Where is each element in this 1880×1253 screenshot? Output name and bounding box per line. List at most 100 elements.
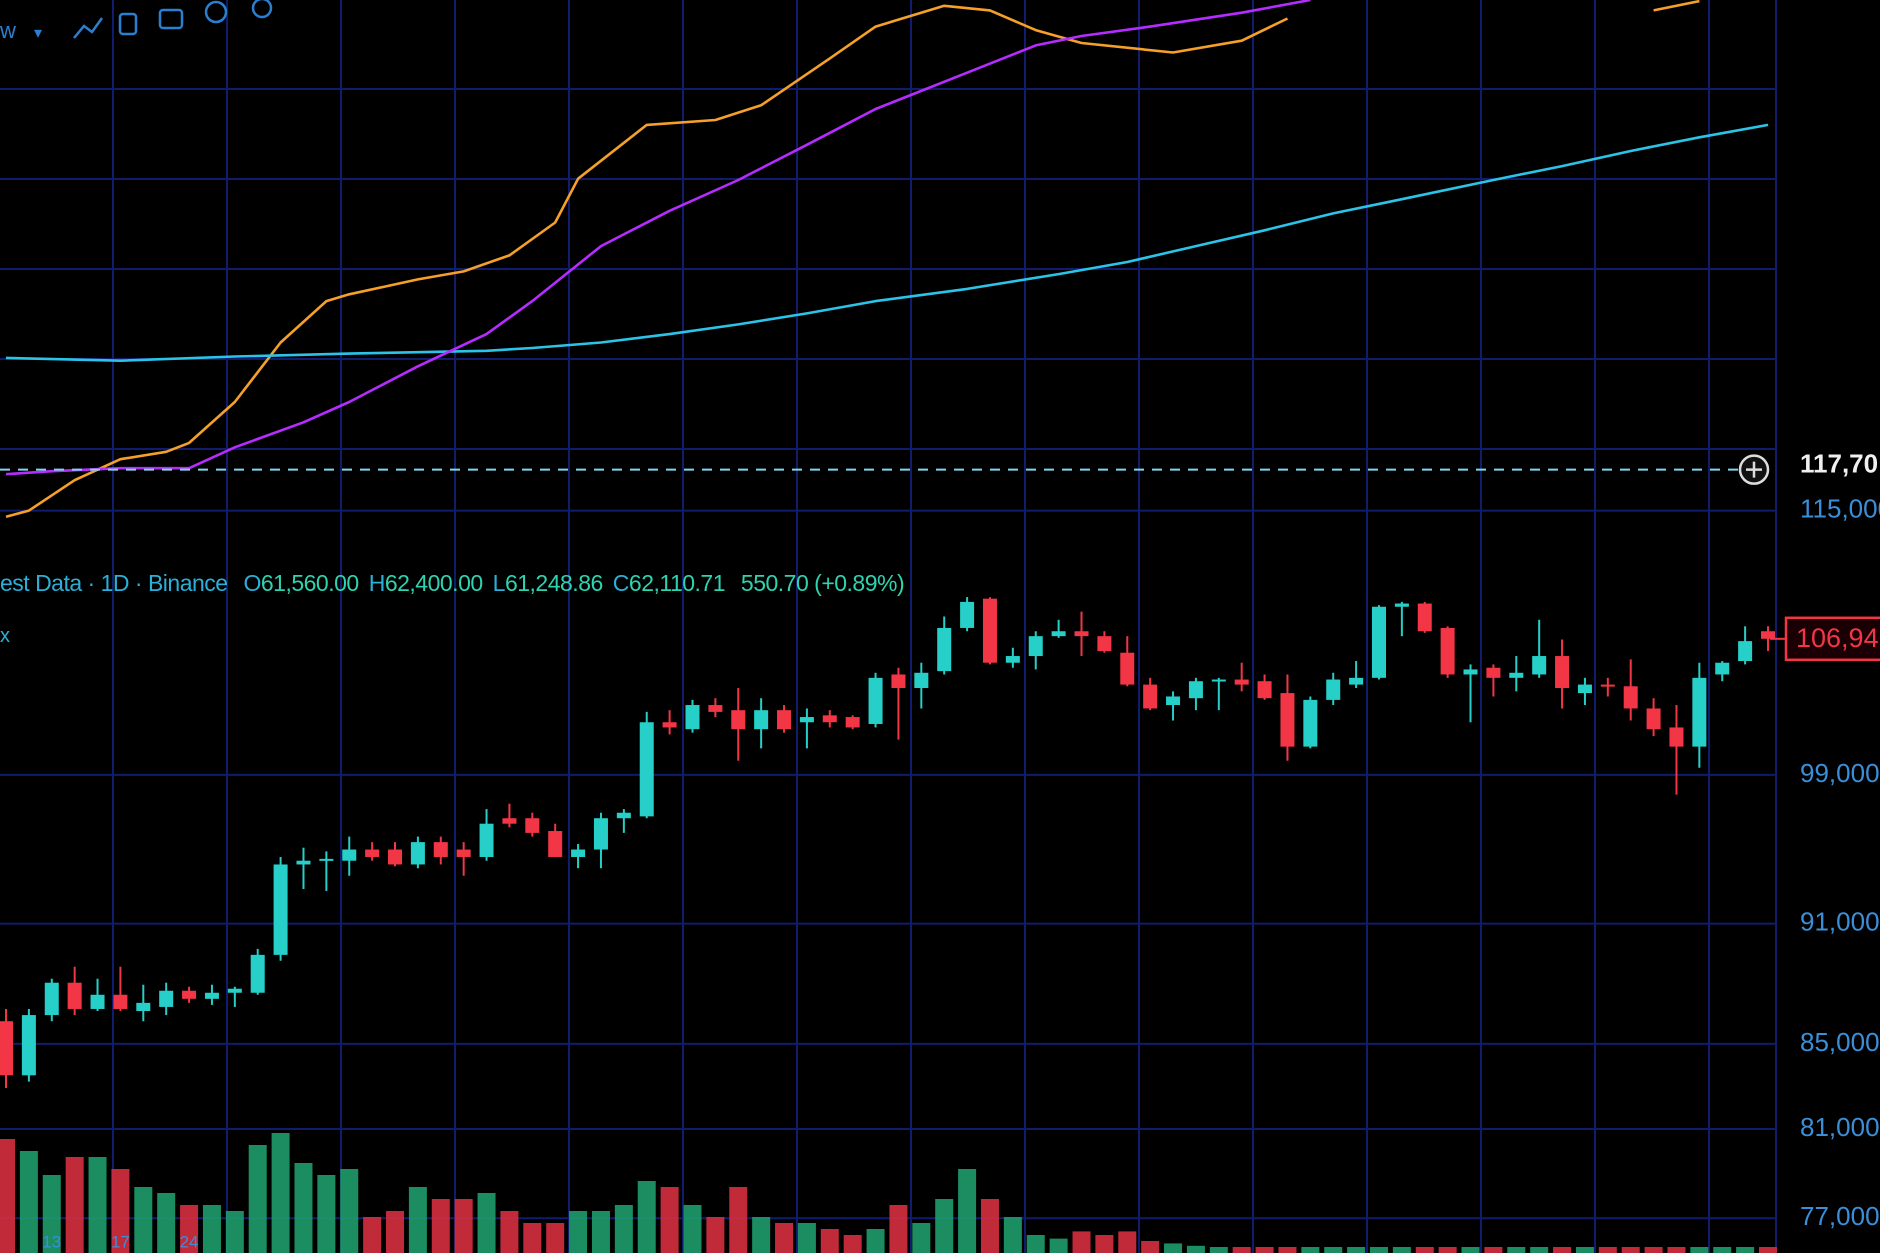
candle-body [1257, 681, 1272, 699]
candle-body [273, 864, 288, 955]
volume-bar [1347, 1247, 1366, 1253]
ohlc-key: H [368, 570, 386, 596]
candle-body [182, 990, 197, 999]
candle-body [0, 1021, 13, 1076]
ma-line [5, 0, 1311, 476]
volume-bar [843, 1235, 862, 1253]
ma-legend: 2,447.43 [0, 192, 79, 217]
alert-icon[interactable] [251, 0, 273, 19]
candle-body [227, 988, 242, 993]
volume-bar [775, 1223, 794, 1253]
candle-body [1051, 631, 1066, 637]
candle-body [1394, 603, 1409, 607]
y-tick-label: 91,000 [1800, 906, 1880, 936]
compare-icon[interactable] [118, 12, 138, 36]
dropdown-arrow[interactable]: ▾ [34, 25, 43, 42]
candle-body [1738, 641, 1753, 662]
candle-body [1097, 636, 1112, 652]
volume-bar [1667, 1247, 1686, 1253]
ohlc-value: 62,110.71 [628, 570, 726, 596]
candle-body [845, 717, 860, 728]
volume-bar [19, 1151, 38, 1253]
crosshair-label: 117,70 [1800, 449, 1878, 479]
snapshot-icon[interactable] [158, 8, 184, 30]
volume-bar [1644, 1247, 1663, 1253]
ohlc-value: 62,400.00 [384, 570, 483, 596]
candle-body [1715, 662, 1730, 675]
candle-body [571, 849, 586, 857]
volume-bar [1713, 1247, 1732, 1253]
volume-bar [454, 1199, 473, 1253]
volume-bar [797, 1223, 816, 1253]
volume-bar [889, 1205, 908, 1253]
volume-bar [180, 1205, 199, 1253]
volume-bar [1026, 1235, 1045, 1253]
volume-bar [0, 1139, 15, 1253]
y-tick-label: 81,000 [1800, 1112, 1880, 1142]
ohlc-key: O [243, 570, 261, 596]
candle-body [616, 812, 631, 819]
candle-body [1280, 693, 1295, 747]
candle-body [1371, 606, 1386, 678]
candle-body [799, 717, 814, 723]
ma-legend: 1,115.45 [0, 144, 77, 169]
ma-line [5, 0, 1700, 519]
candle-body [525, 818, 540, 833]
candle-body [250, 954, 265, 993]
volume-bar [912, 1223, 931, 1253]
ohlc-value: 61,248.86 [504, 570, 603, 596]
add-icon[interactable] [204, 0, 228, 24]
volume-bar [591, 1211, 610, 1253]
candle-body [1326, 679, 1341, 700]
candle-body [822, 715, 837, 723]
toolbar: w ▾ [0, 18, 42, 44]
ohlc-value: 61,560.00 [260, 570, 359, 596]
ohlc: O61,560.00 H62,400.00 L61,248.86 C62,110.71 [233, 570, 725, 596]
volume-bar [935, 1199, 954, 1253]
candle-body [731, 710, 746, 730]
symbol[interactable]: est Data [0, 570, 82, 596]
symbol-header: est Data · 1D · Binance O61,560.00 H62,40… [0, 570, 905, 596]
side-label: x [0, 625, 10, 647]
x-tick-label: 24 [180, 1232, 199, 1251]
volume-bar [1415, 1247, 1434, 1253]
grid-background [0, 0, 1776, 500]
interval[interactable]: 1D [100, 570, 130, 596]
volume-bar [1759, 1247, 1777, 1253]
candle-body [1532, 656, 1547, 675]
volume-bar [1438, 1247, 1457, 1253]
volume-bar [1095, 1235, 1114, 1253]
ma-line [5, 123, 1769, 362]
volume-bar [431, 1199, 450, 1253]
volume-bar [614, 1205, 633, 1253]
candle-body [1143, 684, 1158, 709]
candle-body [1349, 677, 1364, 685]
candle-body [1211, 679, 1226, 682]
candle-body [1303, 699, 1318, 747]
volume-bar [1049, 1238, 1068, 1253]
volume-bar [1232, 1247, 1251, 1253]
volume-bar [1118, 1231, 1137, 1253]
candle-body [708, 705, 723, 712]
candle-body [548, 831, 563, 857]
candle-body [1555, 656, 1570, 688]
toolbar-label[interactable]: w [0, 18, 16, 43]
candle-body [1509, 672, 1524, 678]
last-price-tag [1784, 616, 1880, 662]
volume-bar [637, 1181, 656, 1253]
x-tick-label: 13 [42, 1232, 61, 1251]
volume-bar [958, 1169, 977, 1253]
indicator-icon[interactable] [73, 17, 104, 39]
candle-body [44, 982, 59, 1016]
candle-body [1166, 696, 1181, 706]
volume-bar [1278, 1247, 1297, 1253]
candle-body [1623, 686, 1638, 709]
volume-bar [1507, 1247, 1526, 1253]
candle-body [1692, 677, 1707, 747]
candle-body [342, 849, 357, 861]
ohlc-key: L [492, 570, 506, 596]
volume-bar [1575, 1247, 1594, 1253]
candle-body [891, 674, 906, 688]
candle-body [21, 1015, 36, 1076]
